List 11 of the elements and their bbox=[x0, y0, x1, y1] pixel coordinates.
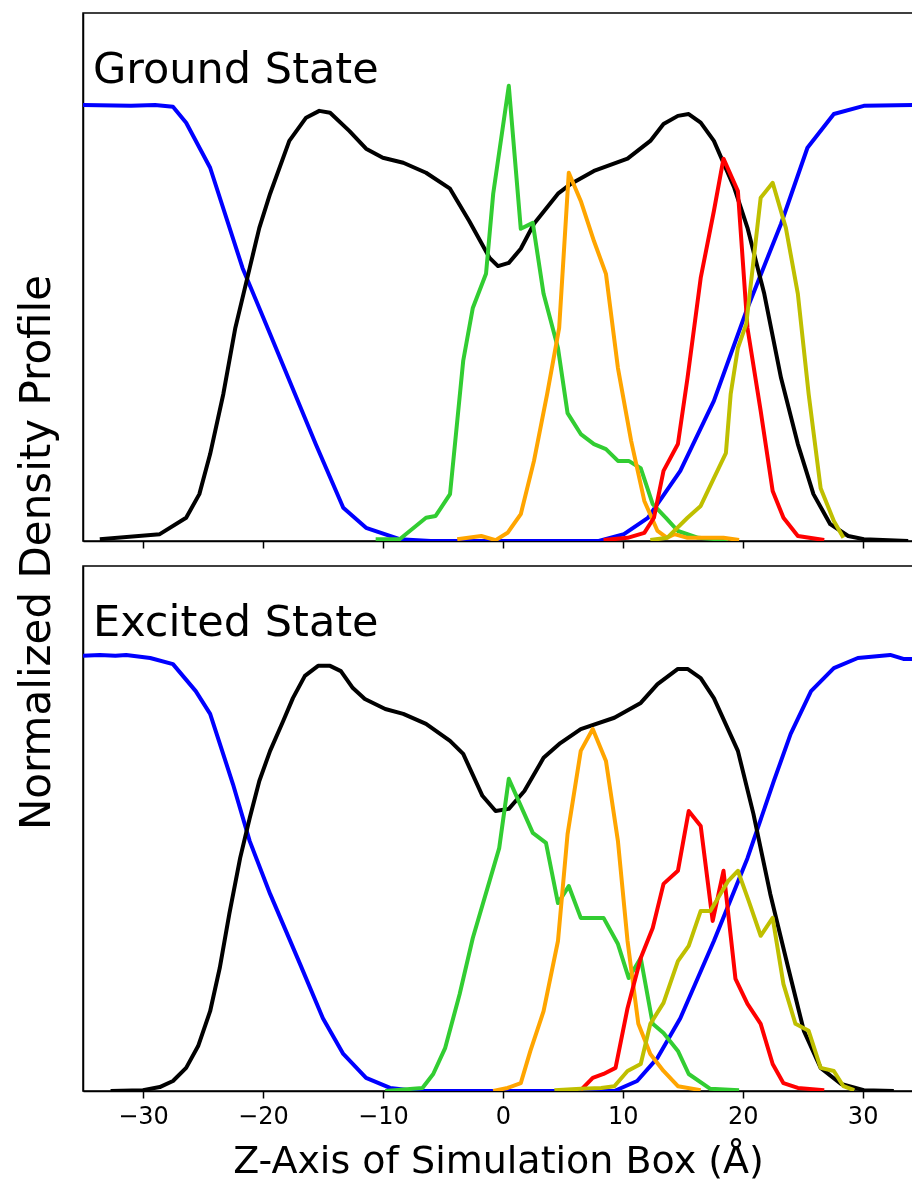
x-tick-label: 10 bbox=[607, 1101, 639, 1130]
x-tick-label: −30 bbox=[118, 1101, 169, 1130]
chart-title: Ground State bbox=[93, 43, 379, 93]
x-tick-label: −10 bbox=[358, 1101, 409, 1130]
chart-title: Excited State bbox=[93, 596, 379, 646]
y-axis-title: Normalized Density Profile bbox=[10, 274, 60, 831]
x-tick-label: 20 bbox=[727, 1101, 759, 1130]
x-tick-label: −20 bbox=[238, 1101, 289, 1130]
x-axis-title: Z-Axis of Simulation Box (Å) bbox=[233, 1137, 764, 1182]
x-tick-label: 0 bbox=[495, 1101, 511, 1130]
x-tick-label: 30 bbox=[847, 1101, 879, 1130]
